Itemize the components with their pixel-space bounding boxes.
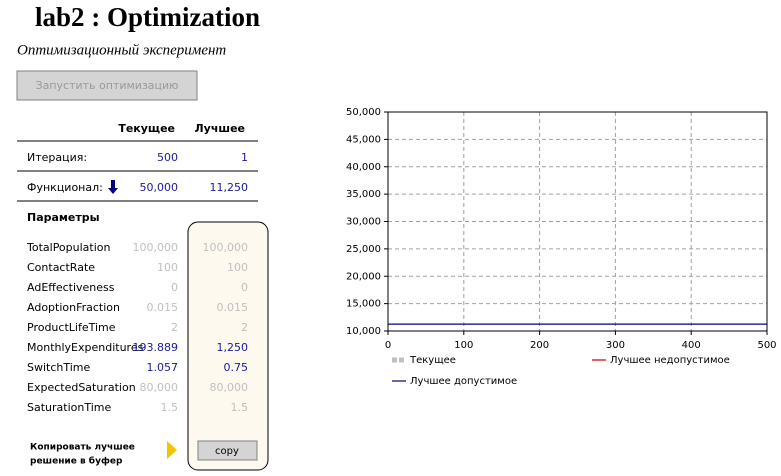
legend-label: Лучшее допустимое: [410, 376, 517, 387]
y-tick-label: 45,000: [346, 134, 381, 145]
param-current: 0: [171, 281, 178, 294]
y-tick-label: 10,000: [346, 326, 381, 337]
param-best: 1.5: [231, 401, 249, 414]
subtitle: Оптимизационный эксперимент: [17, 42, 226, 58]
param-current: 100,000: [133, 241, 179, 254]
y-tick-label: 30,000: [346, 217, 381, 228]
param-best: 80,000: [210, 381, 249, 394]
button-frame[interactable]: [197, 440, 258, 461]
best-panel: [187, 221, 269, 471]
y-tick-label: 40,000: [346, 162, 381, 173]
param-current: 193.889: [133, 341, 179, 354]
param-name: ExpectedSaturation: [27, 381, 136, 394]
param-best: 100: [227, 261, 248, 274]
x-tick-label: 500: [757, 340, 776, 351]
legend-label: Текущее: [409, 355, 456, 366]
param-name: SwitchTime: [27, 361, 91, 374]
param-name: MonthlyExpenditures: [27, 341, 144, 354]
column-header: Лучшее: [195, 122, 245, 135]
x-tick-label: 300: [606, 340, 625, 351]
row-label: Функционал:: [27, 181, 103, 194]
param-current: 1.057: [147, 361, 179, 374]
y-tick-label: 25,000: [346, 244, 381, 255]
param-name: ContactRate: [27, 261, 95, 274]
column-header: Текущее: [118, 122, 175, 135]
param-current: 1.5: [161, 401, 179, 414]
param-current: 80,000: [140, 381, 179, 394]
x-tick-label: 100: [454, 340, 473, 351]
best-value: 11,250: [210, 181, 249, 194]
param-current: 100: [157, 261, 178, 274]
row-label: Итерация:: [27, 151, 87, 164]
x-tick-label: 400: [682, 340, 701, 351]
button-label[interactable]: copy: [215, 446, 239, 457]
param-name: AdEffectiveness: [27, 281, 115, 294]
param-best: 0.015: [217, 301, 249, 314]
param-best: 0: [241, 281, 248, 294]
chart: 10,000 15,000 20,000 25,000 30,000 35,000 40,0…: [346, 107, 777, 387]
button-label[interactable]: Запустить оптимизацию: [36, 79, 179, 92]
param-name: SaturationTime: [27, 401, 111, 414]
params: TotalPopulation 100,000 100,000 ContactRate…: [26, 241, 248, 414]
button-frame[interactable]: [16, 70, 198, 101]
copy-label: Копировать лучшее: [30, 443, 135, 453]
param-current: 0.015: [147, 301, 179, 314]
plot-frame: [387, 111, 768, 332]
legend-label: Лучшее недопустимое: [610, 355, 730, 366]
best-value: 1: [241, 151, 248, 164]
run-button[interactable]: Запустить оптимизацию: [16, 70, 198, 101]
param-name: AdoptionFraction: [27, 301, 120, 314]
y-tick-label: 20,000: [346, 271, 381, 282]
current-value: 50,000: [140, 181, 179, 194]
copy-button[interactable]: copy: [197, 440, 258, 461]
param-best: 2: [241, 321, 248, 334]
copy-label: решение в буфер: [30, 456, 123, 467]
param-best: 100,000: [203, 241, 249, 254]
params-title: Параметры: [27, 211, 100, 224]
y-tick-label: 35,000: [346, 189, 381, 200]
x-tick-label: 0: [385, 340, 391, 351]
param-name: TotalPopulation: [26, 241, 111, 254]
x-tick-label: 200: [530, 340, 549, 351]
y-tick-label: 15,000: [346, 299, 381, 310]
minimize-arrow: [108, 180, 118, 194]
param-best: 1,250: [217, 341, 249, 354]
param-best: 0.75: [224, 361, 249, 374]
copy-pointer: [167, 441, 177, 459]
title: lab2 : Optimization: [35, 2, 260, 32]
current-value: 500: [157, 151, 178, 164]
y-tick-label: 50,000: [346, 107, 381, 118]
param-current: 2: [171, 321, 178, 334]
param-name: ProductLifeTime: [27, 321, 116, 334]
